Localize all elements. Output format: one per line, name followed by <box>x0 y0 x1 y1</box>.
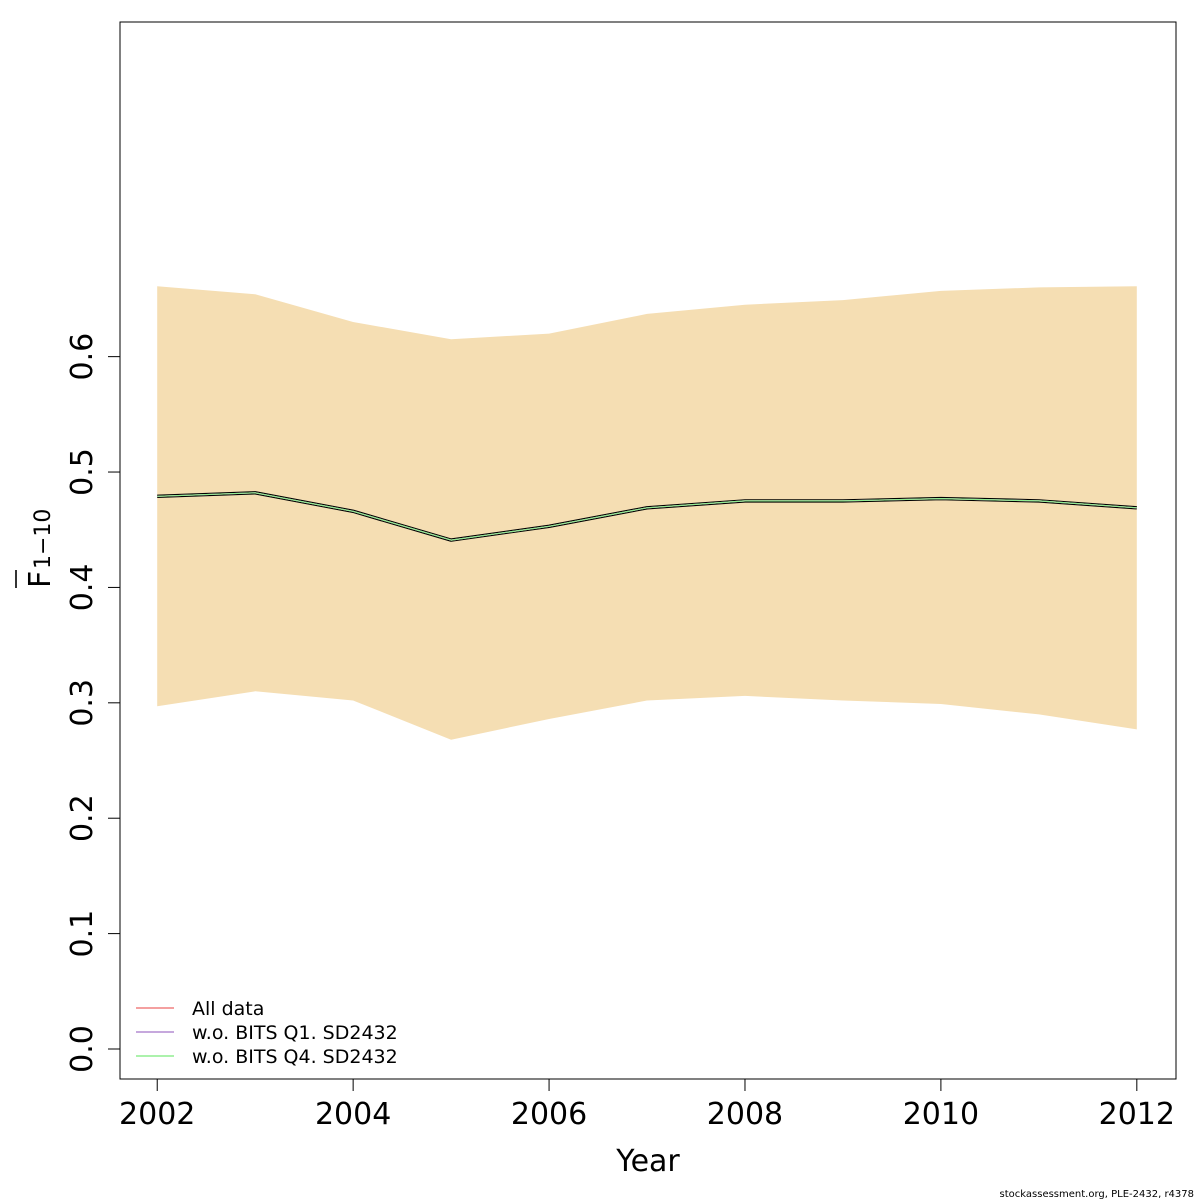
x-tick-label-2002: 2002 <box>119 1097 195 1132</box>
y-axis-title-subscript: 1−10 <box>31 509 56 569</box>
x-tick-label-2006: 2006 <box>511 1097 587 1132</box>
x-axis-title: Year <box>615 1144 680 1179</box>
y-tick-label-0.3: 0.3 <box>65 679 100 727</box>
legend: All data w.o. BITS Q1. SD2432 w.o. BITS … <box>136 998 398 1068</box>
y-tick-label-0.5: 0.5 <box>65 448 100 496</box>
y-axis-title: F 1−10 <box>15 509 58 588</box>
y-axis-title-main: F <box>23 571 58 588</box>
y-tick-label-0.6: 0.6 <box>65 333 100 381</box>
footer-credit: stockassessment.org, PLE-2432, r4378 <box>1000 1189 1194 1200</box>
y-tick-label-0.2: 0.2 <box>65 794 100 842</box>
confidence-band <box>157 286 1137 740</box>
series-line-2 <box>157 492 1137 541</box>
x-tick-label-2008: 2008 <box>707 1097 783 1132</box>
x-tick-label-2004: 2004 <box>315 1097 391 1132</box>
legend-label-wo-bits-q1: w.o. BITS Q1. SD2432 <box>192 1022 398 1044</box>
y-tick-label-0.1: 0.1 <box>65 910 100 958</box>
confidence-band-layer <box>157 286 1137 740</box>
x-tick-label-2012: 2012 <box>1099 1097 1175 1132</box>
y-axis: 0.0 0.1 0.2 0.3 0.4 0.5 0.6 <box>65 333 121 1073</box>
legend-label-all-data: All data <box>192 998 264 1020</box>
legend-label-wo-bits-q4: w.o. BITS Q4. SD2432 <box>192 1046 398 1068</box>
y-tick-label-0.4: 0.4 <box>65 564 100 612</box>
y-tick-label-0.0: 0.0 <box>65 1025 100 1073</box>
series-layer <box>157 491 1137 542</box>
x-tick-label-2010: 2010 <box>903 1097 979 1132</box>
x-axis: 2002 2004 2006 2008 2010 2012 <box>119 1078 1175 1132</box>
